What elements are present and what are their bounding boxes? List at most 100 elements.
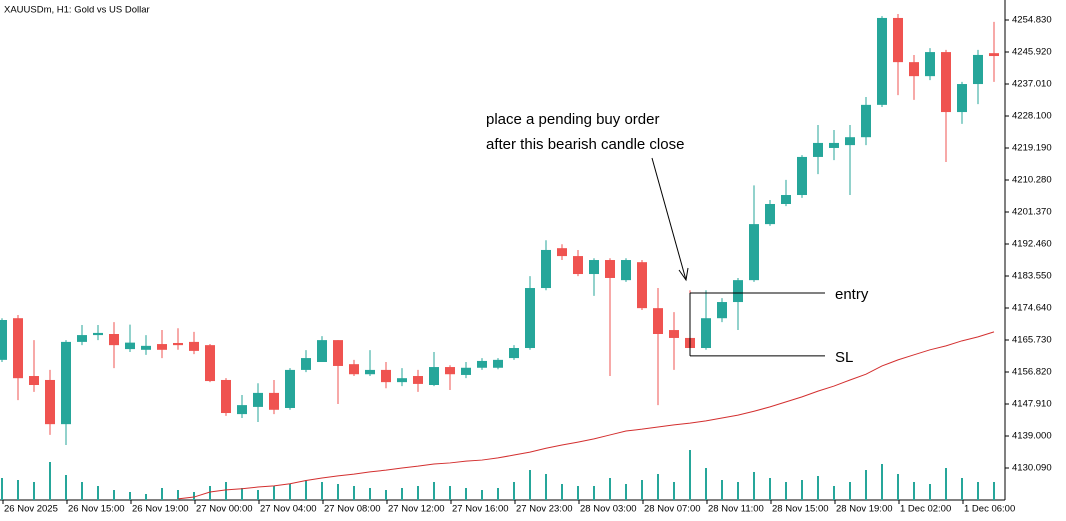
candle-body [397, 378, 407, 383]
volume-bar [801, 480, 803, 500]
candle-body [125, 342, 135, 350]
candle-body [653, 308, 663, 335]
candle-body [29, 376, 39, 386]
candle-body [925, 52, 935, 77]
x-tick-label: 27 Nov 04:00 [260, 504, 317, 515]
volume-bar [161, 488, 163, 500]
candle-body [317, 340, 327, 363]
candle-body [589, 260, 599, 275]
candle-body [957, 84, 967, 113]
candle-body [157, 344, 167, 350]
candle-body [237, 405, 247, 415]
volume-bar [241, 488, 243, 500]
volume-bar [145, 494, 147, 500]
candle-body [109, 334, 119, 346]
candle-body [413, 376, 423, 384]
candle-body [429, 367, 439, 386]
candle-body [173, 342, 183, 346]
volume-bar [849, 482, 851, 500]
candle-body [205, 345, 215, 382]
candle-body [813, 142, 823, 157]
volume-bar [929, 484, 931, 500]
y-tick-label: 4192.460 [1012, 239, 1052, 250]
candle-body [797, 156, 807, 196]
volume-bar [433, 482, 435, 500]
x-tick-label: 28 Nov 19:00 [836, 504, 893, 515]
volume-bar [193, 492, 195, 500]
arrow [651, 157, 689, 282]
candle-body [365, 369, 375, 375]
candle-body [493, 359, 503, 368]
candle-body [893, 17, 903, 63]
volume-bar [81, 482, 83, 500]
candle-body [301, 358, 311, 370]
candle-body [781, 195, 791, 204]
volume-bar [689, 450, 691, 500]
candle-body [989, 53, 999, 57]
x-tick-label: 27 Nov 23:00 [516, 504, 573, 515]
moving-average [177, 331, 995, 500]
volume-bar [945, 468, 947, 500]
volume-bar [113, 490, 115, 500]
x-tick-label: 28 Nov 11:00 [708, 504, 764, 515]
volume-bar [49, 462, 51, 500]
candle-body [77, 335, 87, 342]
candle-body [285, 369, 295, 408]
y-tick-label: 4254.830 [1012, 15, 1052, 26]
volume-bar [833, 486, 835, 500]
x-tick-label: 1 Dec 06:00 [964, 504, 1015, 515]
x-tick-label: 27 Nov 00:00 [196, 504, 253, 515]
candle-body [717, 302, 727, 319]
volume-bar [609, 478, 611, 500]
volume-bar [257, 490, 259, 500]
y-tick-label: 4201.370 [1012, 207, 1052, 218]
y-tick-label: 4219.190 [1012, 143, 1052, 154]
candle-body [973, 54, 983, 85]
candle-body [669, 330, 679, 338]
candle-body [765, 203, 775, 225]
candle-body [0, 319, 7, 360]
volume-bar [65, 475, 67, 500]
candle-body [829, 142, 839, 148]
y-tick-label: 4139.000 [1012, 431, 1052, 442]
y-tick-label: 4130.090 [1012, 463, 1052, 474]
candle-body [621, 260, 631, 281]
volume-bar [209, 486, 211, 500]
volume-bar [561, 484, 563, 500]
volume-bar [337, 484, 339, 500]
y-tick-label: 4237.010 [1012, 79, 1052, 90]
volume-bar [353, 486, 355, 500]
volume-bar [1, 478, 3, 500]
x-tick-label: 26 Nov 2025 [4, 504, 58, 515]
candle-body [45, 379, 55, 425]
candle-body [269, 392, 279, 410]
volume-bar [593, 486, 595, 500]
volume-bar [321, 482, 323, 500]
y-tick-label: 4147.910 [1012, 399, 1052, 410]
volume-bar [977, 482, 979, 500]
volume-bar [737, 482, 739, 500]
volume-bar [417, 486, 419, 500]
volume-bar [785, 482, 787, 500]
volume-bar [865, 470, 867, 500]
candle-body [733, 280, 743, 303]
candle-body [141, 345, 151, 350]
volume-bar [721, 480, 723, 500]
candle-body [845, 137, 855, 146]
candle-body [477, 360, 487, 368]
volume-bar [17, 480, 19, 500]
volume-bar [753, 472, 755, 500]
candle-body [381, 369, 391, 383]
volume-bar [993, 482, 995, 500]
candle-body [349, 364, 359, 375]
x-tick-label: 28 Nov 07:00 [644, 504, 701, 515]
x-tick-label: 26 Nov 15:00 [68, 504, 125, 515]
volume-bar [961, 478, 963, 500]
volume-bar [465, 488, 467, 500]
x-tick-label: 27 Nov 16:00 [452, 504, 509, 515]
candle-body [445, 367, 455, 375]
candle-body [877, 17, 887, 105]
volume-bar [577, 486, 579, 500]
candle-body [253, 392, 263, 407]
